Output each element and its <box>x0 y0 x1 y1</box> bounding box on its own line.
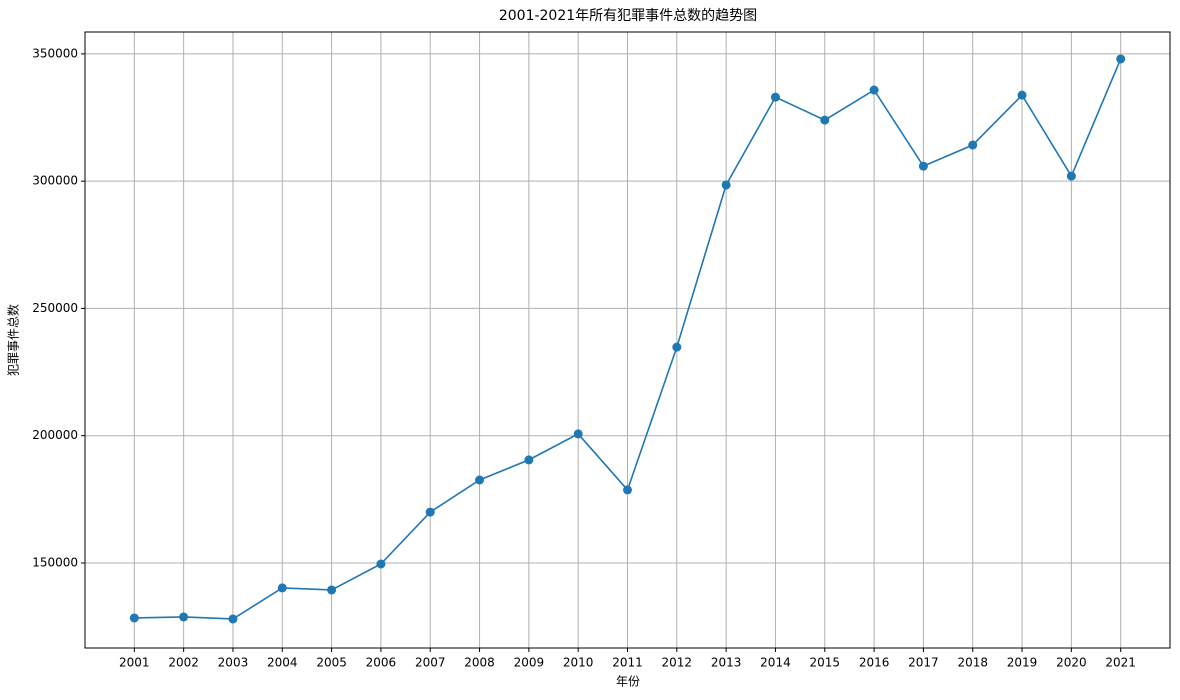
x-tick-label: 2001 <box>119 656 150 670</box>
point <box>376 559 386 569</box>
x-tick-label: 2010 <box>563 656 594 670</box>
x-tick-label: 2012 <box>662 656 693 670</box>
x-axis-label: 年份 <box>616 675 640 689</box>
x-tick-label: 2003 <box>218 656 249 670</box>
x-tick-label: 2011 <box>612 656 643 670</box>
x-tick-label: 2016 <box>859 656 890 670</box>
x-tick-label: 2015 <box>809 656 840 670</box>
x-tick-label: 2019 <box>1007 656 1038 670</box>
point <box>968 140 978 150</box>
x-tick-label: 2004 <box>267 656 298 670</box>
x-tick-label: 2005 <box>316 656 347 670</box>
y-tick-label: 250000 <box>32 301 78 315</box>
point <box>425 507 435 517</box>
x-tick-label: 2009 <box>514 656 545 670</box>
point <box>1116 54 1126 64</box>
plot <box>129 54 1126 624</box>
point <box>623 485 632 495</box>
y-tick-label: 200000 <box>32 428 78 442</box>
point <box>770 92 780 102</box>
point <box>573 429 583 439</box>
point <box>327 585 337 595</box>
point <box>869 85 879 95</box>
point <box>918 161 928 171</box>
x-tick-label: 2006 <box>366 656 397 670</box>
point <box>1017 90 1027 100</box>
y-tick-label: 350000 <box>32 46 78 60</box>
x-tick-label: 2014 <box>760 656 791 670</box>
point <box>524 455 534 465</box>
x-tick-label: 2008 <box>464 656 495 670</box>
x-tick-label: 2020 <box>1056 656 1087 670</box>
grid <box>85 32 1170 648</box>
point <box>179 612 189 622</box>
chart-title: 2001-2021年所有犯罪事件总数的趋势图 <box>499 8 757 24</box>
point <box>228 614 238 624</box>
x-tick-label: 2007 <box>415 656 446 670</box>
x-tick-label: 2018 <box>957 656 988 670</box>
point <box>820 115 830 125</box>
point <box>1066 171 1076 181</box>
x-tick-label: 2017 <box>908 656 939 670</box>
y-axis-label: 犯罪事件总数 <box>6 304 21 376</box>
point <box>672 342 682 352</box>
x-tick-label: 2013 <box>711 656 742 670</box>
point <box>277 583 287 593</box>
y-tick-label: 150000 <box>32 555 78 569</box>
x-tick-label: 2002 <box>168 656 199 670</box>
y-tick-label: 300000 <box>32 174 78 188</box>
point <box>721 180 731 190</box>
point <box>475 475 485 485</box>
point <box>129 613 139 623</box>
x-tick-label: 2021 <box>1105 656 1136 670</box>
